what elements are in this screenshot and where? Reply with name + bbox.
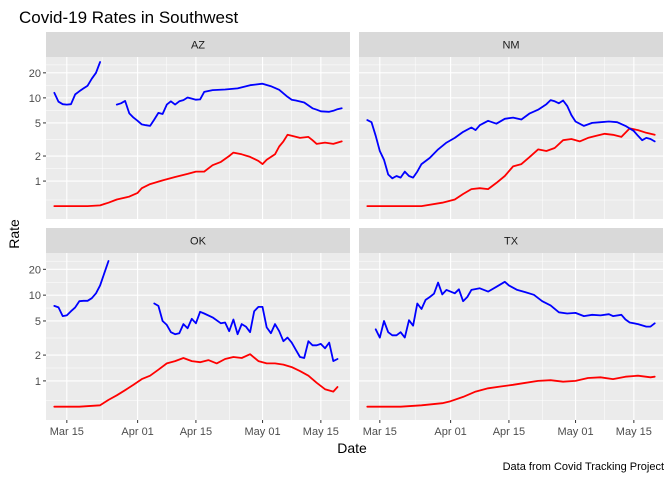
facet-panel-ok: OK 1 2 5 10 20 Mar 15 Apr 01 Apr 15 May 01 May 15 [29,228,350,438]
chart-caption: Data from Covid Tracking Project [503,461,664,473]
facet-panel-az: AZ 1 2 5 10 20 [29,32,350,219]
x-tick-label: May 01 [558,426,594,438]
panel-background [46,253,350,420]
facet-label: TX [504,236,519,248]
facet-strip [359,32,663,57]
x-tick-label: Apr 15 [180,426,212,438]
y-tick-label: 20 [29,68,41,80]
y-tick-label: 1 [35,176,41,188]
panel-background [359,253,663,420]
x-tick-label: Mar 15 [363,426,397,438]
blue-series-line [53,260,110,317]
red-series-line [366,374,656,408]
facet-panel-tx: TX Mar 15 Apr 01 Apr 15 May 01 May 15 [359,228,663,438]
facet-strip [46,32,350,57]
blue-series-line [153,302,339,362]
facet-label: AZ [191,40,205,52]
y-tick-label: 2 [35,151,41,163]
facet-strip [359,228,663,253]
y-tick-label: 5 [35,316,41,328]
x-tick-label: Apr 15 [493,426,525,438]
red-series-line [53,353,339,408]
y-tick-label: 10 [29,93,41,105]
x-tick-label: May 15 [616,426,652,438]
y-tick-label: 1 [35,376,41,388]
chart-title: Covid-19 Rates in Southwest [19,8,239,27]
facet-strip [46,228,350,253]
red-series-line [366,127,656,207]
x-axis-title: Date [337,440,367,456]
panels-layer: AZ 1 2 5 10 20 NM OK 1 2 5 10 20 Mar 15 Apr 01 Apr 15 Ma… [29,32,663,438]
x-tick-label: Mar 15 [50,426,84,438]
facet-panel-nm: NM [359,32,663,219]
x-tick-label: Apr 01 [434,426,466,438]
panel-background [359,57,663,219]
x-tick-label: May 15 [303,426,339,438]
y-tick-label: 2 [35,350,41,362]
x-tick-label: Apr 01 [121,426,153,438]
y-tick-label: 10 [29,290,41,302]
blue-series-line [53,61,101,106]
blue-series-line [374,280,656,339]
blue-series-line [366,99,656,180]
y-axis-title: Rate [6,219,22,249]
x-tick-label: May 01 [245,426,281,438]
blue-series-line [115,82,343,127]
facet-label: OK [190,236,207,248]
facet-label: NM [502,40,519,52]
y-tick-label: 20 [29,264,41,276]
y-tick-label: 5 [35,118,41,130]
red-series-line [53,133,343,207]
